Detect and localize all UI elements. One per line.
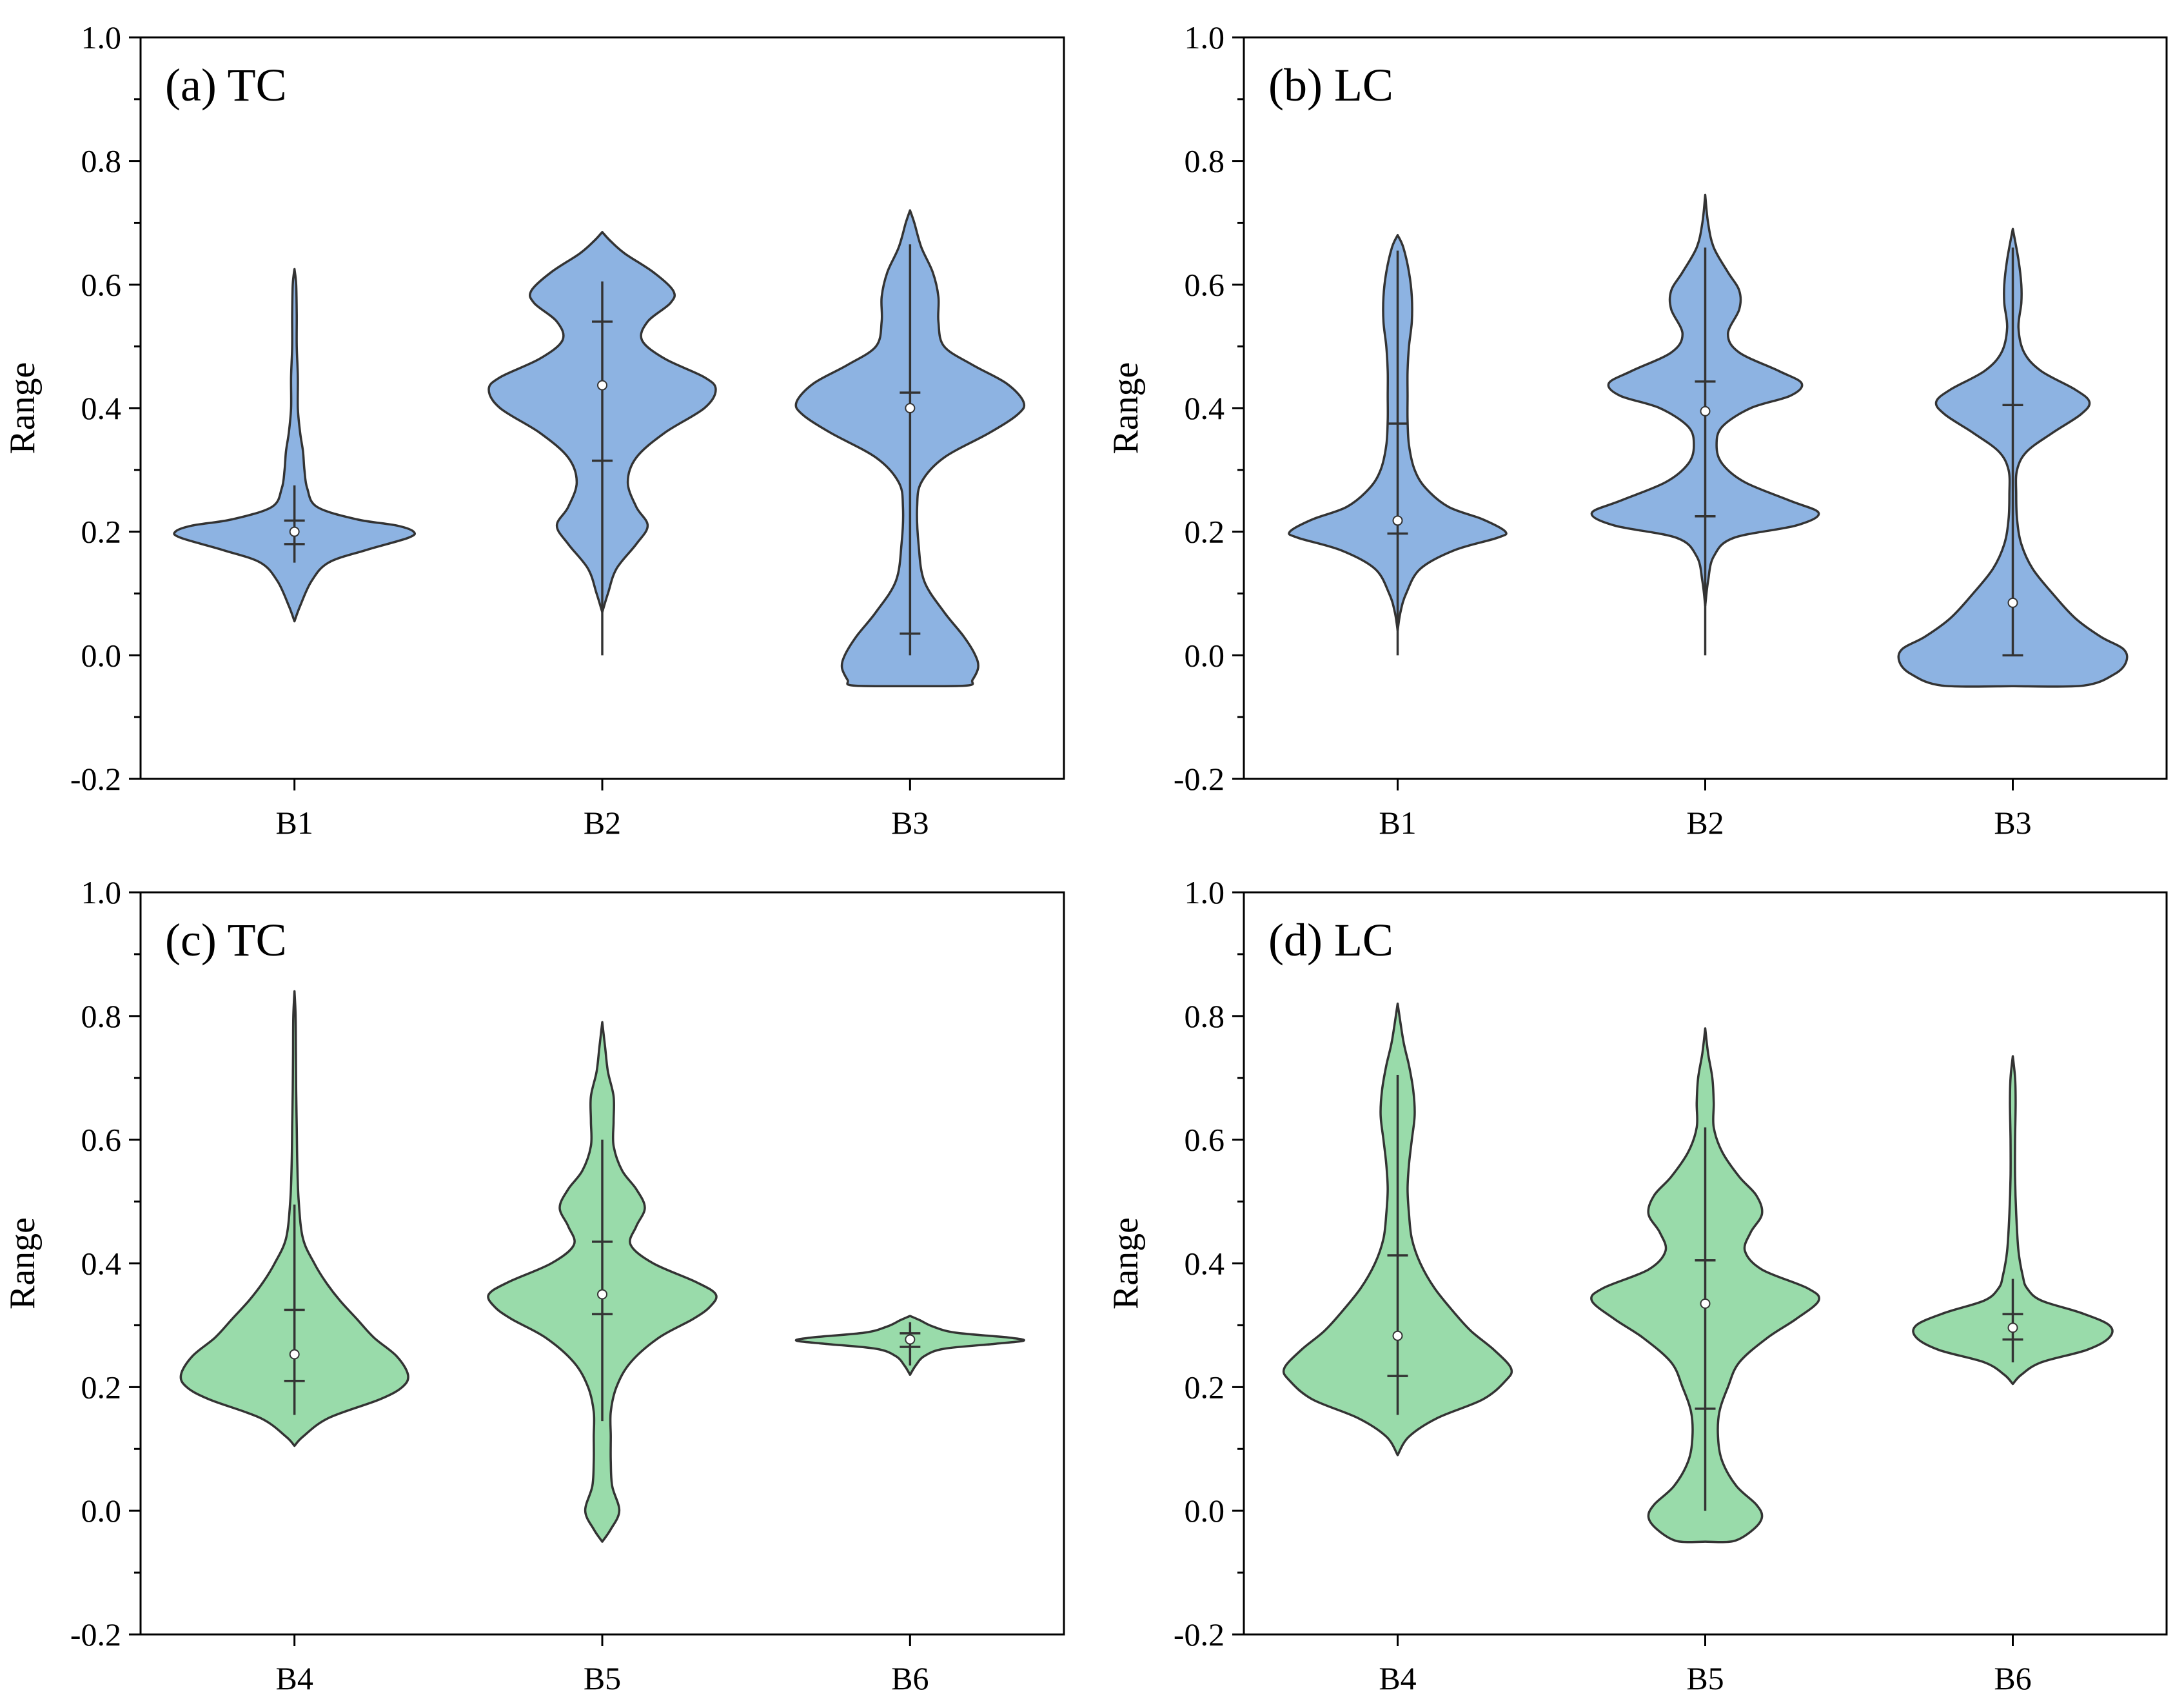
y-tick-label: 0.0	[81, 1493, 122, 1529]
y-tick-label: 0.4	[81, 1246, 122, 1282]
x-tick-label: B1	[275, 805, 313, 841]
mean-marker	[1392, 1330, 1403, 1341]
violin-b3: B3	[1897, 228, 2129, 841]
violin-b5: B5	[487, 1021, 718, 1696]
y-tick-label: 0.0	[1185, 637, 1225, 673]
y-axis: 1.0 0.8 0.6 0.4 0.2 0.0 -0.2	[1174, 19, 1244, 797]
y-tick-label: 1.0	[81, 874, 122, 910]
panel-title: (d) LC	[1268, 914, 1393, 966]
panel-title: (a) TC	[165, 59, 287, 111]
x-tick-label: B3	[891, 805, 929, 841]
mean-marker	[905, 1334, 916, 1345]
x-tick-label: B6	[1994, 1660, 2031, 1696]
panel-b: 1.0 0.8 0.6 0.4 0.2 0.0 -0.2 Range (b) LC B1 B2 B3	[1106, 19, 2168, 841]
violin-b3: B3	[794, 209, 1026, 841]
y-tick-label: 0.2	[1185, 1369, 1225, 1405]
violin-b6: B6	[1912, 1055, 2114, 1696]
y-axis: 1.0 0.8 0.6 0.4 0.2 0.0 -0.2	[70, 874, 141, 1653]
y-tick-label: 0.2	[1185, 514, 1225, 550]
y-tick-label: -0.2	[1174, 1616, 1225, 1653]
y-tick-label: 0.2	[81, 514, 122, 550]
y-tick-label: 0.8	[1185, 143, 1225, 179]
mean-marker	[289, 526, 300, 537]
mean-marker	[1392, 515, 1403, 526]
panel-title: (b) LC	[1268, 59, 1393, 111]
x-tick-label: B2	[1686, 805, 1724, 841]
panel-title: (c) TC	[165, 914, 287, 966]
violin-b1: B1	[173, 268, 416, 841]
violin-b4: B4	[1282, 1002, 1513, 1696]
mean-marker	[1700, 406, 1711, 417]
mean-marker	[2007, 1322, 2018, 1333]
mean-marker	[1700, 1298, 1711, 1309]
x-tick-label: B5	[1686, 1660, 1724, 1696]
violin-body	[1912, 1055, 2114, 1386]
y-tick-label: -0.2	[70, 761, 121, 797]
violin-b2: B2	[1590, 193, 1820, 841]
mean-marker	[289, 1349, 300, 1360]
x-tick-label: B4	[1379, 1660, 1416, 1696]
y-axis-label: Range	[1106, 1217, 1146, 1310]
mean-marker	[2007, 597, 2018, 608]
y-tick-label: 0.4	[81, 390, 122, 426]
x-tick-label: B1	[1379, 805, 1416, 841]
y-tick-label: -0.2	[1174, 761, 1225, 797]
violin-b4: B4	[179, 990, 409, 1696]
y-tick-label: 1.0	[81, 19, 122, 55]
y-tick-label: 0.6	[81, 266, 122, 302]
y-tick-label: 1.0	[1185, 19, 1225, 55]
mean-marker	[905, 403, 916, 413]
y-tick-label: 0.0	[1185, 1493, 1225, 1529]
violin-b6: B6	[794, 1315, 1025, 1696]
violin-b1: B1	[1288, 233, 1508, 841]
x-tick-label: B2	[584, 805, 621, 841]
y-tick-label: 0.0	[81, 637, 122, 673]
x-tick-label: B5	[584, 1660, 621, 1696]
mean-marker	[597, 380, 607, 391]
violin-b5: B5	[1590, 1027, 1820, 1696]
violin-b2: B2	[487, 231, 717, 841]
mean-marker	[597, 1289, 607, 1300]
y-axis: 1.0 0.8 0.6 0.4 0.2 0.0 -0.2	[1174, 874, 1244, 1653]
y-tick-label: 0.4	[1185, 390, 1225, 426]
y-tick-label: 0.6	[1185, 1122, 1225, 1158]
y-tick-label: 0.2	[81, 1369, 122, 1405]
y-tick-label: 0.6	[81, 1122, 122, 1158]
x-tick-label: B4	[275, 1660, 313, 1696]
y-tick-label: 0.8	[1185, 998, 1225, 1034]
y-axis-label: Range	[1106, 362, 1146, 454]
y-axis-label: Range	[3, 362, 43, 454]
violin-body	[173, 268, 416, 623]
y-tick-label: -0.2	[70, 1616, 121, 1653]
panel-a: 1.0 0.8 0.6 0.4 0.2 0.0 -0.2 Range (a) TC B1 B2 B3	[3, 19, 1065, 841]
y-axis: 1.0 0.8 0.6 0.4 0.2 0.0 -0.2	[70, 19, 141, 797]
panel-d: 1.0 0.8 0.6 0.4 0.2 0.0 -0.2 Range (d) LC B4 B5 B6	[1106, 874, 2168, 1696]
x-tick-label: B3	[1994, 805, 2031, 841]
y-tick-label: 0.6	[1185, 266, 1225, 302]
panel-c: 1.0 0.8 0.6 0.4 0.2 0.0 -0.2 Range (c) TC B4 B5 B6	[3, 874, 1065, 1696]
y-tick-label: 0.4	[1185, 1246, 1225, 1282]
y-axis-label: Range	[3, 1217, 43, 1310]
y-tick-label: 1.0	[1185, 874, 1225, 910]
y-tick-label: 0.8	[81, 998, 122, 1034]
y-tick-label: 0.8	[81, 143, 122, 179]
x-tick-label: B6	[891, 1660, 929, 1696]
